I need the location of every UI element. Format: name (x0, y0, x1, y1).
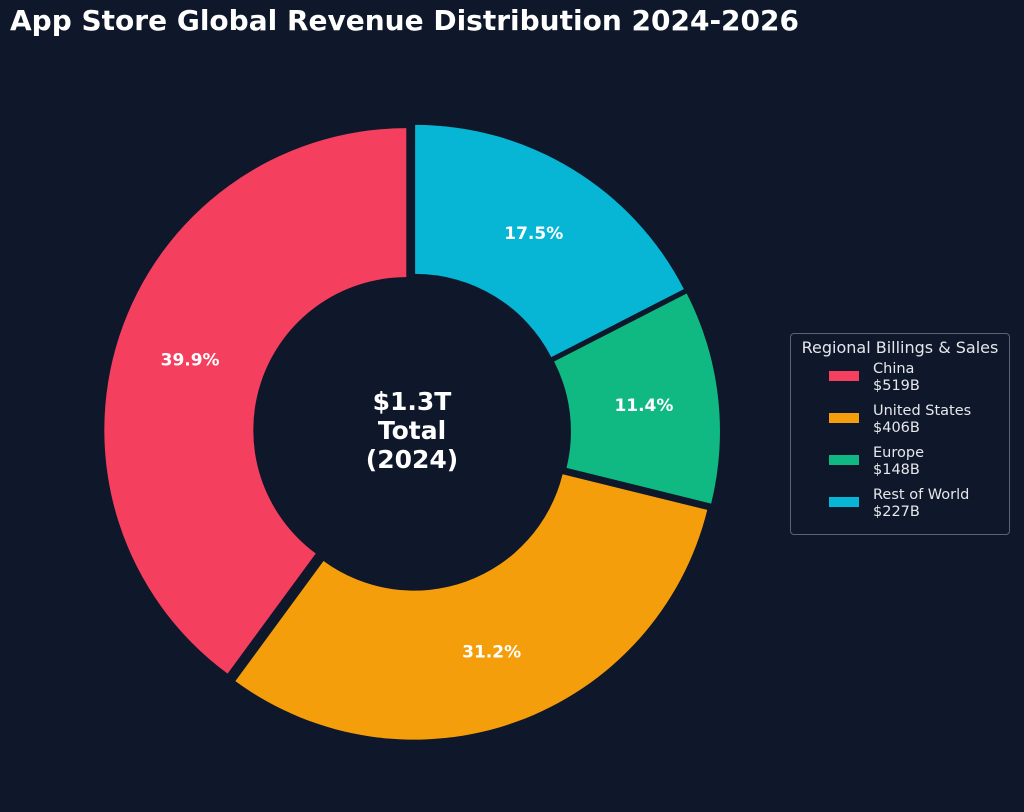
slice-percent-label: 31.2% (462, 643, 521, 663)
center-label-total: Total (378, 416, 446, 445)
legend-swatch-china (829, 371, 859, 381)
slice-percent-label: 17.5% (504, 224, 563, 244)
legend-text: Rest of World $227B (873, 487, 969, 521)
legend-item-rest-of-world: Rest of World $227B (797, 487, 1003, 529)
legend-text: China $519B (873, 361, 920, 395)
legend-label: Europe (873, 445, 924, 461)
legend-value: $148B (873, 462, 920, 478)
legend-swatch-europe (829, 455, 859, 465)
legend-text: Europe $148B (873, 445, 924, 479)
legend-swatch-united-states (829, 413, 859, 423)
legend-label: China (873, 361, 915, 377)
legend-value: $406B (873, 420, 920, 436)
legend-text: United States $406B (873, 403, 971, 437)
legend-value: $227B (873, 504, 920, 520)
slice-rest-of-world (415, 124, 684, 358)
slice-europe (554, 293, 720, 504)
slice-percent-label: 39.9% (161, 350, 220, 370)
slice-united-states (235, 474, 708, 740)
legend: Regional Billings & Sales China $519B Un… (790, 333, 1010, 535)
legend-item-china: China $519B (797, 361, 1003, 403)
center-label-amount: $1.3T (373, 387, 452, 416)
legend-label: United States (873, 403, 972, 419)
slice-percent-label: 11.4% (614, 396, 673, 416)
donut-slices (104, 124, 720, 740)
slice-china (104, 128, 407, 674)
legend-title: Regional Billings & Sales (801, 338, 999, 357)
legend-label: Rest of World (873, 487, 970, 503)
legend-swatch-rest-of-world (829, 497, 859, 507)
chart-title: App Store Global Revenue Distribution 20… (10, 4, 799, 37)
legend-item-united-states: United States $406B (797, 403, 1003, 445)
center-label-year: (2024) (366, 445, 458, 474)
legend-value: $519B (873, 378, 920, 394)
legend-item-europe: Europe $148B (797, 445, 1003, 487)
slice-labels: 39.9% 31.2% 11.4% 17.5% (161, 224, 674, 663)
